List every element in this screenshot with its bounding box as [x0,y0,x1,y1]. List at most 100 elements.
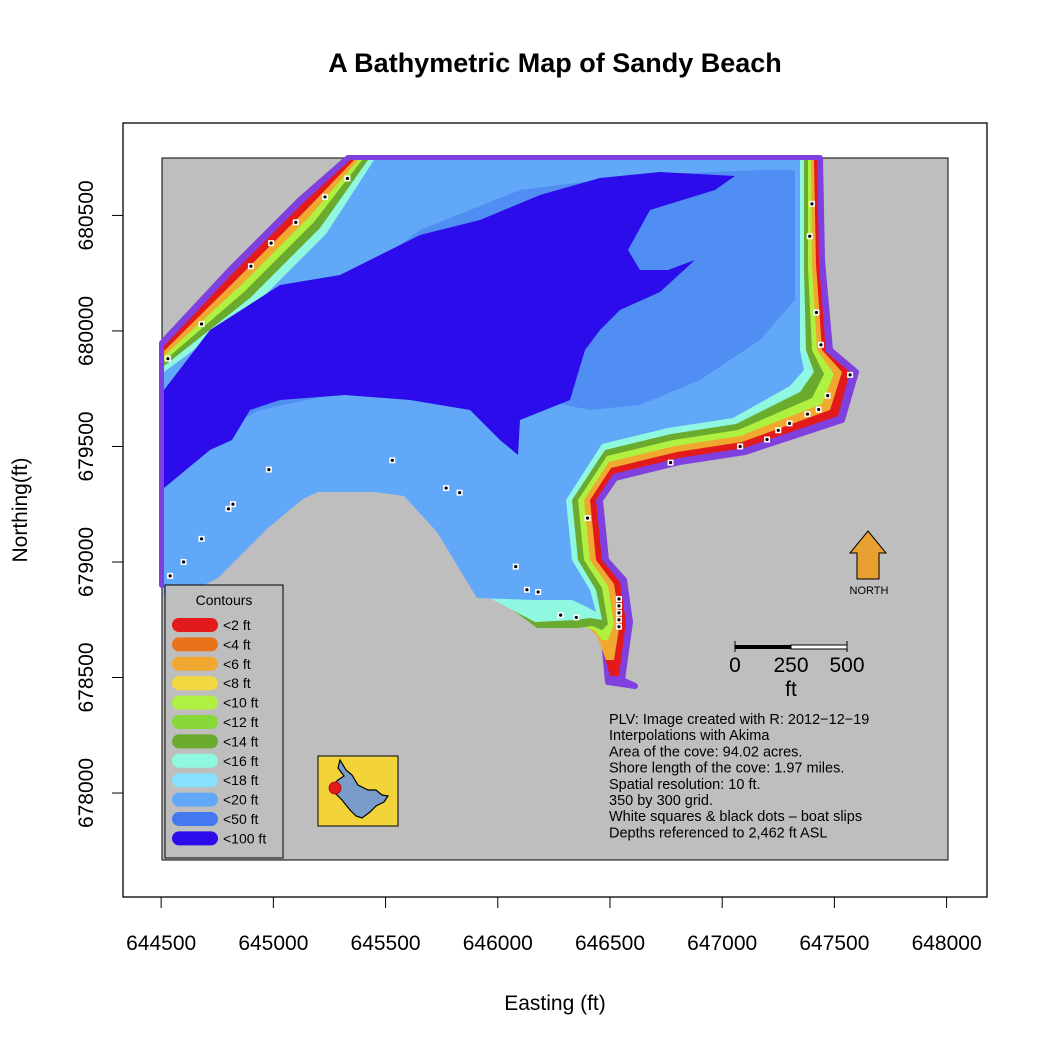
y-tick-label: 679000 [75,527,98,597]
boat-slip-dot [168,574,172,578]
boat-slip-dot [514,565,518,569]
boat-slip-marker [804,411,811,418]
scale-tick-label: 0 [729,654,741,677]
boat-slip-dot [848,373,852,377]
boat-slip-marker [523,586,530,593]
inset-locator-map [317,755,399,827]
boat-slip-marker [456,489,463,496]
boat-slip-marker [786,420,793,427]
boat-slip-marker [817,341,824,348]
scale-tick-label: 500 [829,654,864,677]
boat-slip-marker [229,501,236,508]
boat-slip-dot [345,176,350,181]
legend-swatch [172,618,218,632]
boat-slip-dot [817,407,821,412]
boat-slip-dot [808,234,812,238]
x-tick-label: 644500 [126,932,196,955]
map-note-line: PLV: Image created with R: 2012−12−19 [609,712,869,728]
boat-slip-dot [738,444,742,449]
boat-slip-dot [805,412,810,416]
boat-slips [164,175,854,630]
legend-swatch [172,695,218,710]
boat-slip-dot [231,502,235,506]
boat-slip-marker [389,457,396,464]
legend-swatch [172,812,218,826]
legend-label: <8 ft [223,675,251,691]
boat-slip-marker [775,427,782,434]
boat-slip-marker [806,233,813,240]
legend: Contours <2 ft <4 ft <6 ft <8 ft <10 ft <12 f… [164,584,284,859]
map-note-line: White squares & black dots – boat slips [609,809,862,825]
boat-slip-marker [573,614,580,621]
legend-label: <14 ft [223,733,259,749]
boat-slip-marker [808,200,815,207]
legend-label: <4 ft [223,636,251,652]
map-note-line: Interpolations with Akima [609,728,770,744]
legend-swatch [172,831,218,846]
boat-slip-dot [776,428,780,432]
boat-slip-marker [815,406,822,413]
legend-label: <18 ft [223,772,259,788]
boat-slip-dot [810,202,814,206]
map-note-line: 350 by 300 grid. [609,793,713,809]
boat-slip-dot [765,437,769,442]
boat-slip-dot [559,613,563,617]
inset-location-marker [328,781,342,795]
y-tick-label: 680000 [75,296,98,366]
boat-slip-marker [615,609,622,616]
x-tick-label: 646000 [463,932,533,955]
boat-slip-marker [225,505,232,512]
legend-label: <16 ft [223,753,259,769]
north-arrow: NORTH [848,530,889,597]
boat-slip-dot [166,357,170,361]
y-axis: 678000 678500 679000 679500 680000 680500 [75,180,124,828]
legend-label: <12 ft [223,714,259,730]
scale-tick-label: 250 [773,654,808,677]
boat-slip-marker [615,616,622,623]
boat-slip-marker [268,240,275,247]
boat-slip-dot [444,486,448,490]
boat-slip-marker [167,572,174,579]
north-arrow-icon [848,530,888,580]
boat-slip-marker [512,563,519,570]
depth-band-100ft [164,172,735,488]
boat-slip-dot [617,604,621,608]
legend-label: <100 ft [223,830,266,846]
y-tick-label: 678500 [75,642,98,712]
boat-slip-marker [292,219,299,226]
boat-slip-marker [615,595,622,602]
legend-swatch [172,676,218,691]
boat-slip-dot [226,507,231,511]
boat-slip-dot [574,615,578,620]
boat-slip-marker [667,459,674,466]
cove-depth-layers [159,155,859,689]
y-tick-label: 678000 [75,758,98,828]
boat-slip-marker [535,589,542,596]
boat-slip-dot [668,461,673,465]
legend-swatch [172,715,218,729]
legend-title: Contours [196,592,253,608]
legend-swatch [172,656,218,671]
boat-slip-marker [615,602,622,609]
boat-slip-marker [198,535,205,542]
boat-slip-marker [198,321,205,328]
scale-bar-open-segment [790,644,848,650]
boat-slip-dot [617,611,621,615]
map-note-line: Shore length of the cove: 1.97 miles. [609,761,844,777]
boat-slip-marker [847,371,854,378]
x-tick-label: 647500 [799,932,869,955]
boat-slip-dot [617,625,621,629]
x-axis: 644500 645000 645500 646000 646500 647000 6475… [126,896,982,955]
x-tick-label: 648000 [912,932,982,955]
boat-slip-dot [181,560,186,564]
legend-label: <50 ft [223,811,259,827]
boat-slip-dot [267,467,271,472]
boat-slip-marker [615,623,622,630]
boat-slip-dot [458,491,462,495]
legend-label: <6 ft [223,656,251,672]
boat-slip-dot [536,590,540,594]
boat-slip-dot [323,195,327,199]
boat-slip-dot [787,421,792,425]
north-arrow-label: NORTH [850,585,889,597]
